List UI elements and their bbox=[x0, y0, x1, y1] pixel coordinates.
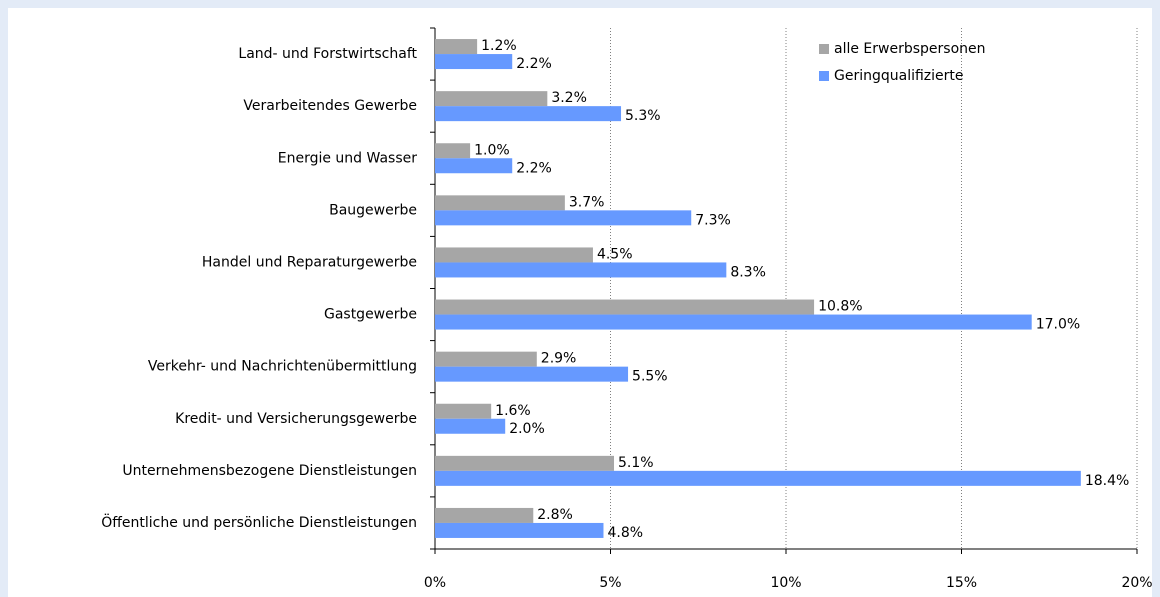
data-label: 4.5% bbox=[597, 246, 633, 262]
data-label: 1.6% bbox=[495, 403, 531, 419]
data-label: 2.9% bbox=[541, 351, 577, 367]
legend-swatch bbox=[819, 71, 829, 81]
data-label: 8.3% bbox=[730, 264, 766, 280]
y-tick-label: Baugewerbe bbox=[329, 202, 417, 218]
bar bbox=[435, 507, 534, 523]
data-label: 7.3% bbox=[695, 212, 731, 228]
data-label: 2.2% bbox=[516, 56, 552, 72]
data-label: 5.3% bbox=[625, 108, 661, 124]
bar bbox=[435, 366, 629, 382]
data-label: 2.2% bbox=[516, 160, 552, 176]
bar bbox=[435, 403, 492, 419]
y-tick-label: Unternehmensbezogene Dienstleistungen bbox=[122, 463, 417, 479]
bar bbox=[435, 470, 1081, 486]
data-label: 2.8% bbox=[537, 507, 573, 523]
y-tick-label: Verkehr- und Nachrichtenübermittlung bbox=[148, 359, 417, 375]
x-tick-label: 10% bbox=[770, 575, 801, 591]
data-label: 5.1% bbox=[618, 455, 654, 471]
bar bbox=[435, 210, 692, 226]
data-label: 17.0% bbox=[1036, 317, 1080, 333]
legend-swatch bbox=[819, 44, 829, 54]
y-tick-label: Kredit- und Versicherungsgewerbe bbox=[175, 411, 417, 427]
legend-label: Geringqualifizierte bbox=[834, 68, 964, 84]
x-tick-label: 0% bbox=[424, 575, 446, 591]
data-label: 10.8% bbox=[818, 299, 862, 315]
legend-label: alle Erwerbspersonen bbox=[834, 41, 986, 57]
data-label: 18.4% bbox=[1085, 473, 1129, 489]
y-tick-label: Gastgewerbe bbox=[324, 307, 417, 323]
x-tick-label: 5% bbox=[599, 575, 621, 591]
data-label: 5.5% bbox=[632, 369, 668, 385]
y-tick-label: Öffentliche und persönliche Dienstleistu… bbox=[101, 513, 417, 531]
bar bbox=[435, 247, 593, 263]
bar bbox=[435, 158, 513, 174]
bar bbox=[435, 418, 506, 434]
bar bbox=[435, 262, 727, 278]
data-label: 1.2% bbox=[481, 38, 517, 54]
data-label: 1.0% bbox=[474, 142, 510, 158]
bar bbox=[435, 39, 478, 55]
data-label: 4.8% bbox=[607, 525, 643, 541]
bar bbox=[435, 143, 471, 159]
bar bbox=[435, 522, 604, 538]
bar bbox=[435, 195, 565, 211]
bar bbox=[435, 455, 615, 471]
bar bbox=[435, 106, 622, 122]
data-label: 2.0% bbox=[509, 421, 545, 437]
bar bbox=[435, 54, 513, 70]
bar bbox=[435, 314, 1032, 330]
y-tick-label: Handel und Reparaturgewerbe bbox=[202, 254, 417, 270]
y-tick-label: Land- und Forstwirtschaft bbox=[238, 46, 417, 62]
y-tick-label: Energie und Wasser bbox=[278, 150, 417, 166]
data-label: 3.2% bbox=[551, 90, 587, 106]
x-tick-label: 20% bbox=[1121, 575, 1152, 591]
bar bbox=[435, 351, 537, 367]
x-tick-label: 15% bbox=[946, 575, 977, 591]
bar bbox=[435, 91, 548, 107]
bar bbox=[435, 299, 815, 315]
data-label: 3.7% bbox=[569, 194, 605, 210]
y-tick-label: Verarbeitendes Gewerbe bbox=[243, 98, 417, 114]
